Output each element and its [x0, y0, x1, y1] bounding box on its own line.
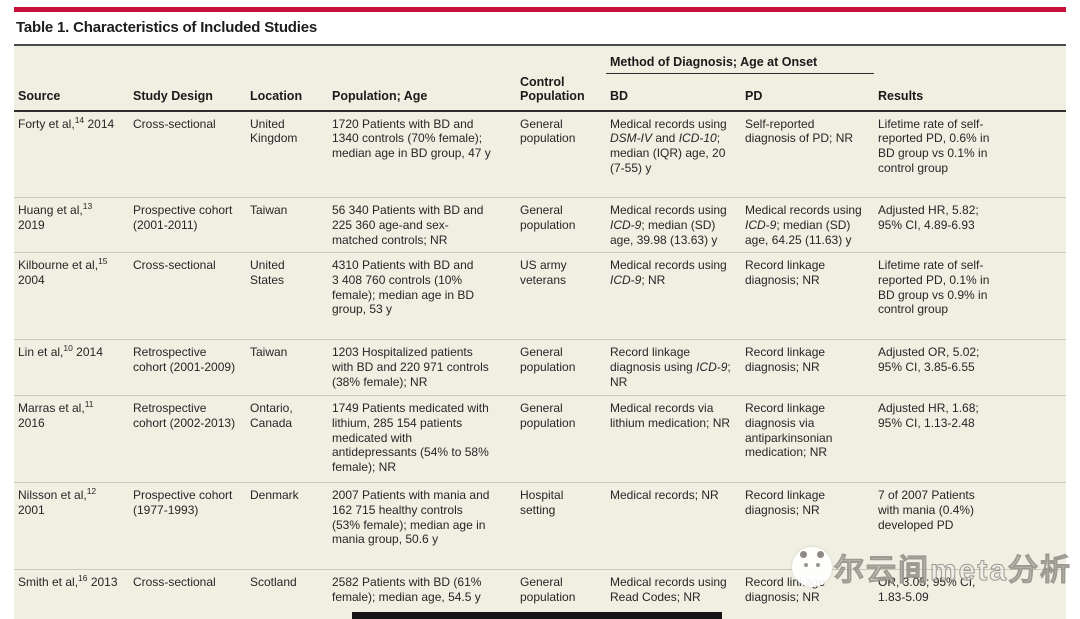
column-header-bd: BD — [606, 73, 741, 112]
cell-location: Taiwan — [246, 339, 328, 396]
cell-population: 1203 Hospitalized patients with BD and 2… — [328, 339, 516, 396]
column-header-results: Results — [874, 73, 1066, 112]
column-header-source: Source — [14, 73, 129, 112]
cell-control: General population — [516, 569, 606, 619]
cell-design: Cross-sectional — [129, 252, 246, 340]
table-row: Forty et al,14 2014 Cross-sectional United… — [14, 111, 1066, 198]
cell-bd: Medical records; NR — [606, 482, 741, 570]
cell-population: 56 340 Patients with BD and 225 360 age-… — [328, 197, 516, 253]
cell-results: 7 of 2007 Patients with mania (0.4%) dev… — [874, 482, 1066, 570]
cell-bd: Record linkage diagnosis using ICD-9; NR — [606, 339, 741, 396]
cell-bd: Medical records using DSM-IV and ICD-10;… — [610, 116, 727, 175]
table-row: Huang et al,13 2019 Prospective cohort (2… — [14, 197, 1066, 253]
column-header-location: Location — [246, 73, 328, 112]
cell-results: Adjusted HR, 1.68; 95% CI, 1.13-2.48 — [874, 395, 1066, 483]
cell-pd: Self-reported diagnosis of PD; NR — [745, 116, 854, 146]
cell-source: Nilsson et al,12 2001 — [14, 482, 129, 570]
cell-population: 2582 Patients with BD (61% female); medi… — [328, 569, 516, 619]
accent-rule — [14, 7, 1066, 12]
table-row: Marras et al,11 2016 Retrospective cohort… — [14, 395, 1066, 483]
cell-population: 2007 Patients with mania and 162 715 hea… — [328, 482, 516, 570]
cell-design: Cross-sectional — [133, 116, 216, 131]
cell-population: 4310 Patients with BD and 3 408 760 cont… — [328, 252, 516, 340]
column-header-study-design: Study Design — [129, 73, 246, 112]
cell-control: Hospital setting — [516, 482, 606, 570]
characteristics-table: Method of Diagnosis; Age at Onset Source… — [14, 44, 1066, 619]
cell-location: Denmark — [246, 482, 328, 570]
cell-location: Scotland — [246, 569, 328, 619]
cell-population: 1720 Patients with BD and 1340 controls … — [332, 116, 491, 160]
cell-control: General population — [516, 339, 606, 396]
table-header: Method of Diagnosis; Age at Onset Source… — [14, 45, 1066, 112]
cell-results: Adjusted HR, 5.82; 95% CI, 4.89-6.93 — [874, 197, 1066, 253]
cell-location: Taiwan — [246, 197, 328, 253]
column-header-population-age: Population; Age — [328, 73, 516, 112]
cell-source: Kilbourne et al,15 2004 — [14, 252, 129, 340]
cell-population: 1749 Patients medicated with lithium, 28… — [328, 395, 516, 483]
cell-pd: Record linkage diagnosis; NR — [741, 569, 874, 619]
table-body: Forty et al,14 2014 Cross-sectional United… — [14, 111, 1066, 619]
cell-bd: Medical records using Read Codes; NR — [606, 569, 741, 619]
cell-control: US army veterans — [516, 252, 606, 340]
group-header-spacer-left — [14, 45, 606, 73]
cell-source: Marras et al,11 2016 — [14, 395, 129, 483]
table-row: Kilbourne et al,15 2004 Cross-sectional Un… — [14, 252, 1066, 340]
cell-design: Retrospective cohort (2002-2013) — [129, 395, 246, 483]
cell-results: Lifetime rate of self-reported PD, 0.6% … — [878, 116, 990, 175]
cell-control: General population — [516, 395, 606, 483]
cell-source: Smith et al,16 2013 — [14, 569, 129, 619]
cell-results: Lifetime rate of self-reported PD, 0.1% … — [874, 252, 1066, 340]
cell-pd: Record linkage diagnosis; NR — [741, 339, 874, 396]
cell-location: United Kingdom — [250, 116, 298, 146]
cell-design: Retrospective cohort (2001-2009) — [129, 339, 246, 396]
column-header-row: Source Study Design Location Population;… — [14, 73, 1066, 112]
column-header-pd: PD — [741, 73, 874, 112]
cell-pd: Record linkage diagnosis via antiparkins… — [741, 395, 874, 483]
cell-bd: Medical records using ICD-9; median (SD)… — [606, 197, 741, 253]
cell-design: Cross-sectional — [129, 569, 246, 619]
cell-pd: Record linkage diagnosis; NR — [741, 482, 874, 570]
cell-results: Adjusted OR, 5.02; 95% CI, 3.85-6.55 — [874, 339, 1066, 396]
cell-design: Prospective cohort (2001-2011) — [129, 197, 246, 253]
cell-results: OR, 3.05; 95% CI, 1.83-5.09 — [874, 569, 1066, 619]
column-header-control-population: Control Population — [516, 73, 606, 112]
group-header-spacer-right — [874, 45, 1066, 73]
cell-pd: Medical records using ICD-9; median (SD)… — [741, 197, 874, 253]
group-header-method-of-diagnosis: Method of Diagnosis; Age at Onset — [606, 45, 874, 74]
cell-source: Huang et al,13 2019 — [14, 197, 129, 253]
group-header-row: Method of Diagnosis; Age at Onset — [14, 45, 1066, 74]
cell-location: United States — [246, 252, 328, 340]
cell-bd: Medical records using ICD-9; NR — [606, 252, 741, 340]
table-row: Smith et al,16 2013 Cross-sectional Scotla… — [14, 569, 1066, 619]
table-row: Nilsson et al,12 2001 Prospective cohort … — [14, 482, 1066, 570]
cell-control: General population — [520, 116, 576, 146]
cell-source: Lin et al,10 2014 — [14, 339, 129, 396]
cell-location: Ontario, Canada — [246, 395, 328, 483]
cell-bd: Medical records via lithium medication; … — [606, 395, 741, 483]
bottom-bar-fragment — [352, 612, 722, 619]
cell-source: Forty et al,14 2014 — [18, 114, 115, 131]
table-row: Lin et al,10 2014 Retrospective cohort (2… — [14, 339, 1066, 396]
cell-control: General population — [516, 197, 606, 253]
cell-design: Prospective cohort (1977-1993) — [129, 482, 246, 570]
table-title: Table 1. Characteristics of Included Stu… — [16, 19, 318, 36]
cell-pd: Record linkage diagnosis; NR — [741, 252, 874, 340]
